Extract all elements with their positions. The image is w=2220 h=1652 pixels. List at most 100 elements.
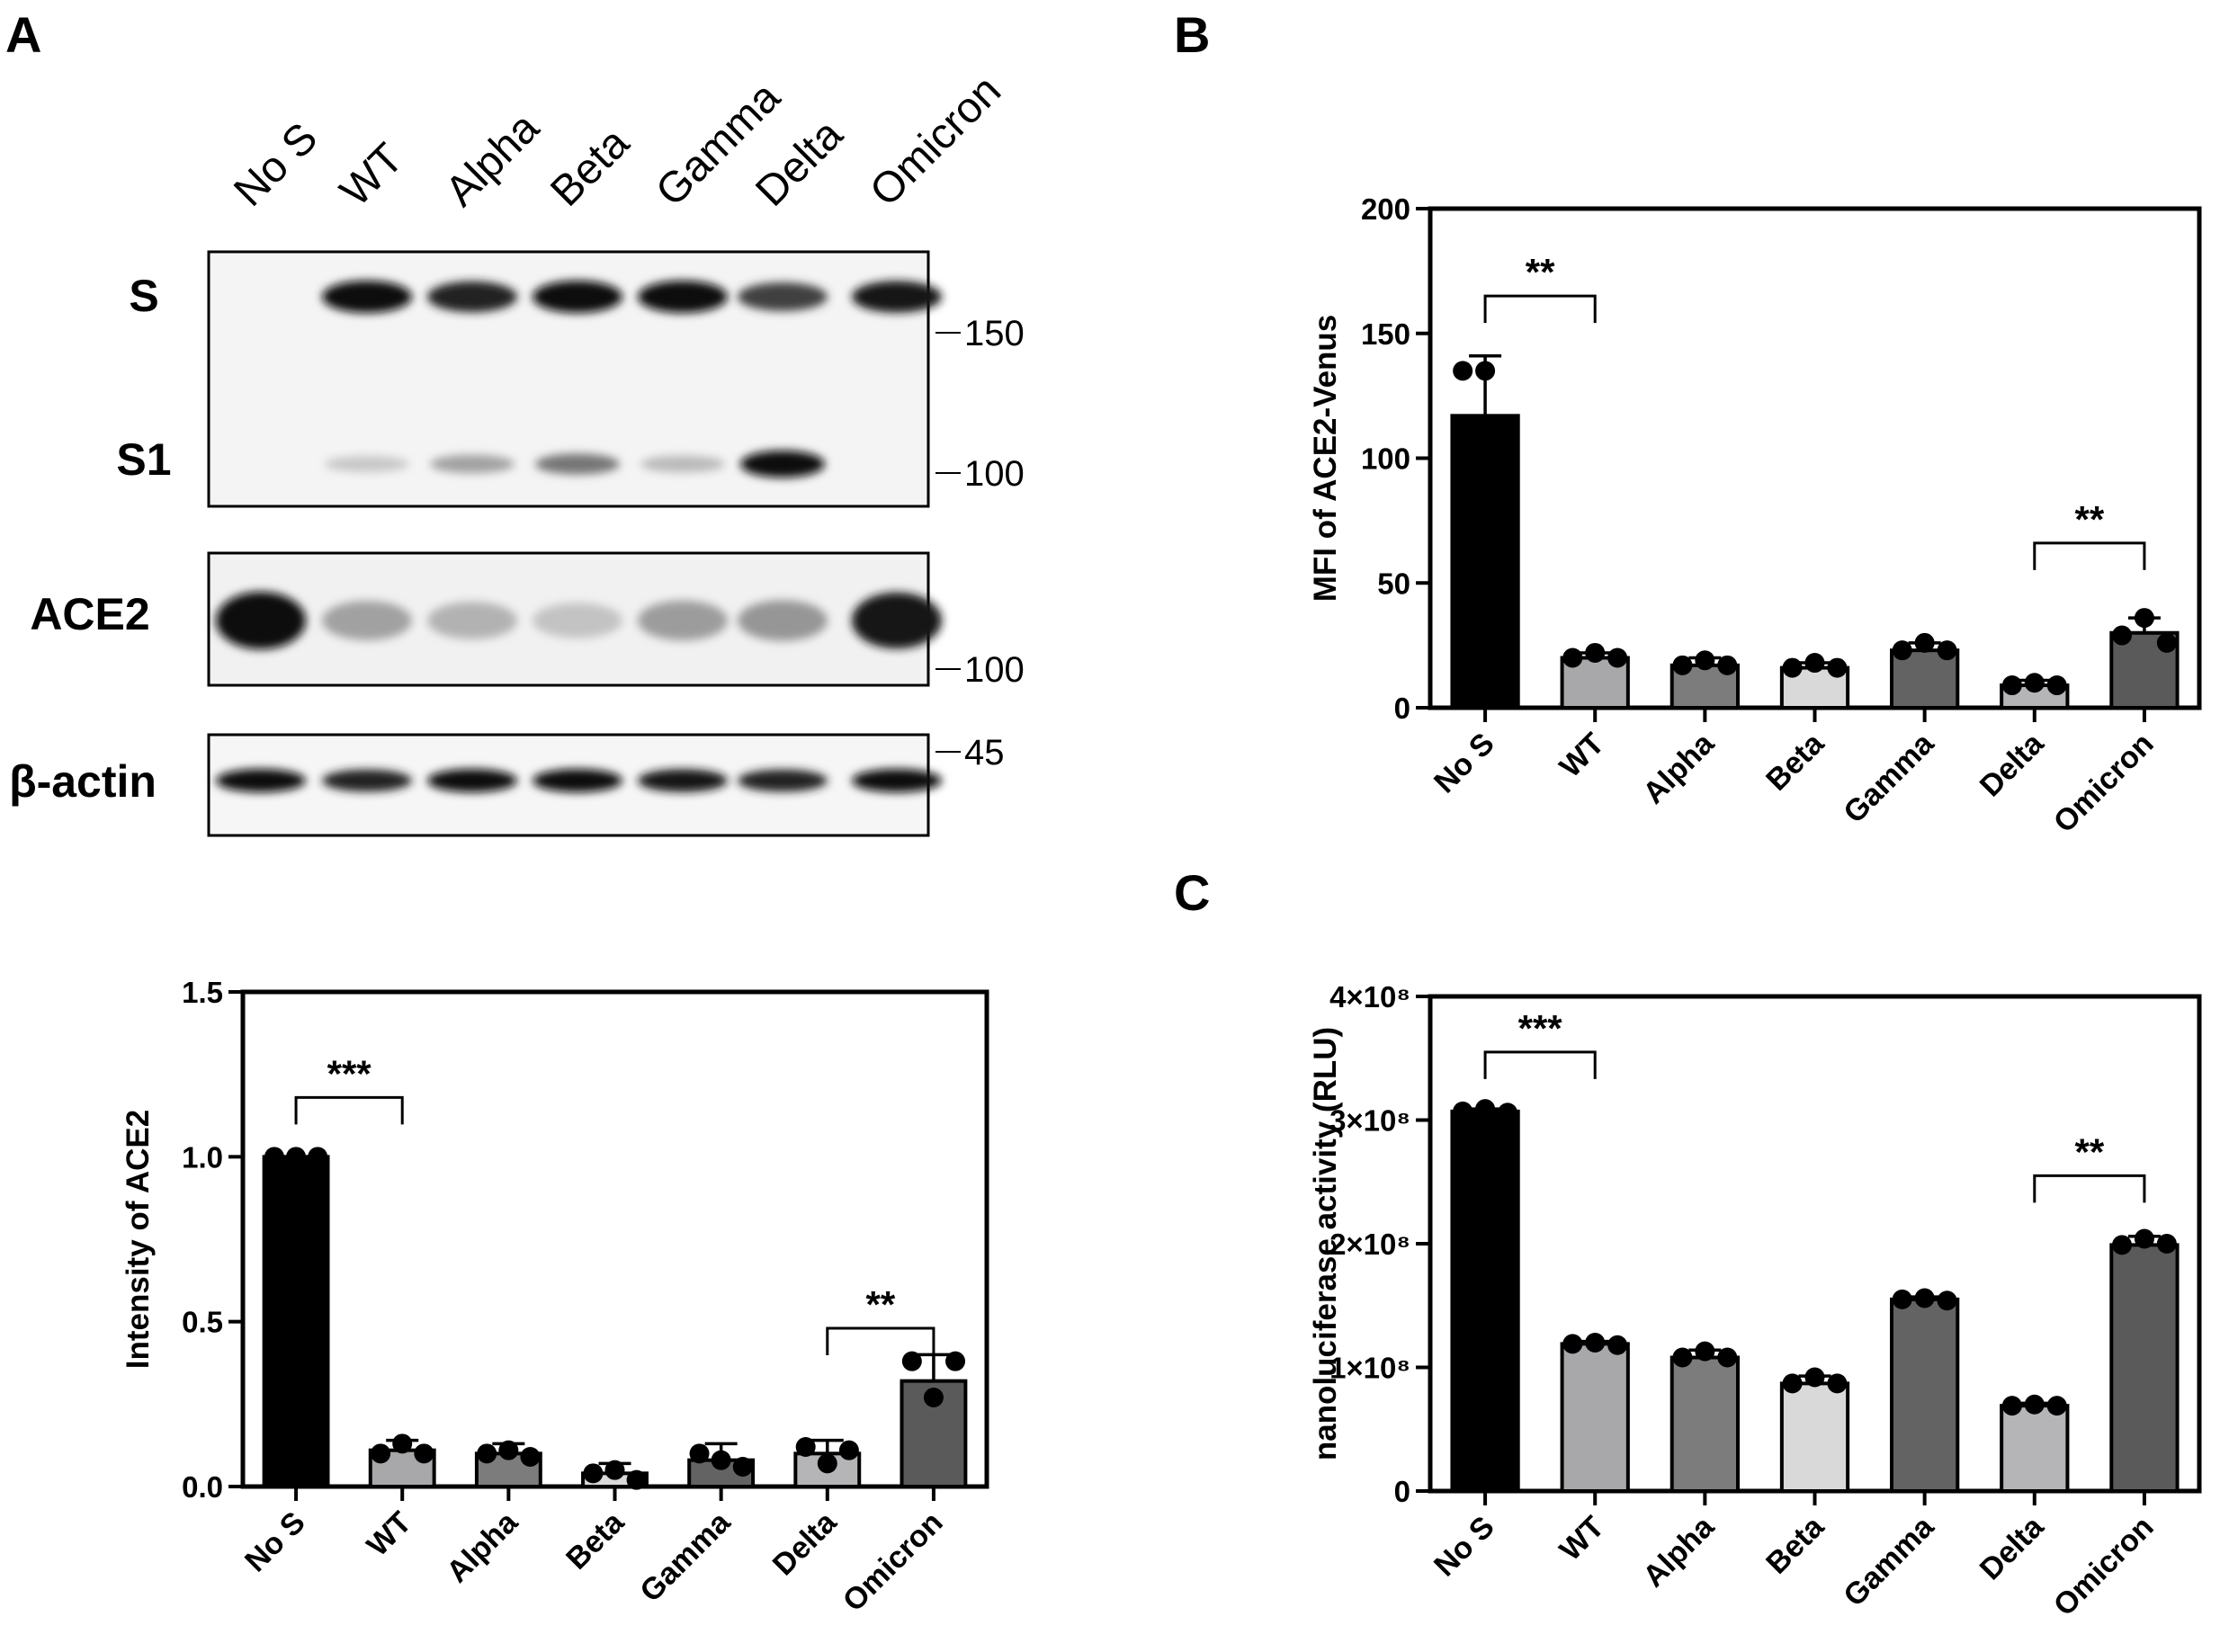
x-tick-label-no-s: No S [1428, 727, 1501, 800]
y-tick-label: 2×10⁸ [1329, 1228, 1410, 1261]
x-tick-label-wt: WT [1553, 727, 1611, 784]
data-point-alpha [1672, 655, 1693, 675]
y-tick-label: 150 [1361, 317, 1410, 351]
x-tick-label-alpha: Alpha [440, 1505, 524, 1589]
bar-no-s [262, 1155, 330, 1489]
data-point-gamma [1892, 1289, 1912, 1309]
band-s-band-delta [738, 282, 828, 311]
lane-label-wt: WT [331, 135, 412, 216]
data-point-wt [392, 1433, 413, 1454]
data-point-no-s [264, 1147, 284, 1167]
band-ace2-band-beta [533, 603, 622, 638]
significance-stars: *** [1518, 1007, 1563, 1049]
data-point-gamma [732, 1457, 753, 1477]
data-point-gamma [1937, 1290, 1957, 1311]
band-ace2-band-delta [738, 600, 828, 641]
x-tick-label-alpha: Alpha [1636, 726, 1721, 810]
significance-bracket [1483, 294, 1597, 324]
x-tick-label-gamma: Gamma [1837, 726, 1941, 830]
x-tick-label-beta: Beta [559, 1505, 631, 1576]
chart-mfi-ace2-venus: 0 50 100 150 200 MFI of ACE2-Venus No S WT Alpha… [1308, 192, 2202, 840]
x-tick-label-delta: Delta [766, 1505, 844, 1582]
lane-label-alpha: Alpha [436, 103, 549, 216]
data-point-omicron [945, 1351, 966, 1371]
band-s-band-alpha [427, 281, 517, 313]
data-point-wt [1607, 1335, 1628, 1355]
band-actin-band-alpha [427, 769, 517, 792]
y-tick-label: 3×10⁸ [1329, 1104, 1410, 1138]
y-tick-label: 4×10⁸ [1329, 980, 1410, 1014]
x-tick-label-omicron: Omicron [2047, 1510, 2161, 1623]
blot-label-s: S [129, 271, 158, 321]
data-point-omicron [901, 1351, 922, 1371]
data-point-wt [1585, 642, 1606, 663]
band-ace2-band-omicron [852, 592, 942, 649]
band-s1-band-alpha [430, 454, 515, 474]
bar-beta [1779, 1381, 1850, 1493]
data-point-alpha [1717, 1347, 1738, 1368]
x-tick-label-beta: Beta [1759, 1509, 1831, 1581]
data-point-gamma [689, 1443, 710, 1464]
band-s-band-omicron [852, 281, 942, 313]
data-point-omicron [2156, 632, 2177, 653]
data-point-alpha [1695, 1341, 1715, 1362]
data-point-beta [583, 1463, 604, 1484]
band-actin-band-gamma [638, 769, 728, 792]
data-point-no-s [1453, 361, 1473, 381]
bar-wt [1560, 1342, 1630, 1493]
y-tick-label: 200 [1361, 192, 1410, 226]
data-point-delta [795, 1437, 816, 1457]
data-point-gamma [1937, 640, 1957, 661]
data-point-omicron [2112, 1235, 2133, 1255]
data-point-beta [604, 1460, 625, 1480]
panel-letter-b: B [1174, 6, 1210, 63]
data-point-delta [2024, 1394, 2045, 1415]
data-point-beta [1804, 1367, 1825, 1388]
panel-letter-c: C [1174, 864, 1210, 921]
band-s-band-wt [322, 281, 412, 313]
data-point-wt [1562, 1334, 1583, 1354]
significance-bracket [2033, 1174, 2146, 1203]
band-s1-band-gamma [640, 455, 725, 473]
data-point-delta [2001, 1396, 2022, 1416]
band-s1-band-beta [535, 453, 620, 475]
band-actin-band-delta [738, 769, 828, 792]
data-point-no-s [286, 1147, 307, 1167]
data-point-omicron [2134, 1228, 2154, 1249]
marker-label-150: 150 [964, 314, 1025, 353]
blot-bands [216, 281, 942, 792]
data-point-no-s [1497, 1103, 1517, 1123]
significance-bracket [1483, 1050, 1597, 1079]
lane-label-no-s: No S [225, 114, 327, 216]
band-actin-band-no-s [216, 769, 306, 792]
band-s1-band-wt [325, 455, 409, 473]
data-point-alpha [520, 1447, 541, 1467]
data-point-gamma [711, 1450, 731, 1470]
x-tick-label-no-s: No S [1428, 1510, 1501, 1584]
data-point-gamma [1914, 632, 1935, 653]
band-s1-band-delta [740, 451, 825, 478]
band-actin-band-omicron [852, 769, 942, 792]
panel-letter-a: A [5, 6, 41, 63]
data-point-beta [1827, 1373, 1848, 1394]
data-point-beta [1782, 1373, 1803, 1394]
data-point-no-s [1475, 361, 1496, 381]
y-tick-label: 1×10⁸ [1329, 1352, 1410, 1385]
data-point-delta [2046, 675, 2067, 696]
significance-stars: ** [2075, 498, 2105, 540]
data-point-delta [2046, 1396, 2067, 1416]
band-s-band-gamma [638, 281, 728, 313]
data-point-wt [1585, 1333, 1606, 1353]
significance-stars: ** [866, 1283, 896, 1326]
y-axis-label: Intensity of ACE2 [121, 1110, 156, 1369]
data-point-alpha [1672, 1347, 1693, 1368]
band-ace2-band-no-s [216, 592, 306, 649]
y-tick-label: 0 [1394, 692, 1410, 725]
significance-stars: ** [2075, 1130, 2105, 1173]
data-point-wt [371, 1443, 391, 1464]
chart-ace2-intensity: 0.0 0.5 1.0 1.5 Intensity of ACE2 No S WT Alpha… [121, 976, 989, 1619]
x-tick-label-gamma: Gamma [633, 1505, 738, 1609]
marker-label-100-ace2: 100 [964, 650, 1025, 690]
